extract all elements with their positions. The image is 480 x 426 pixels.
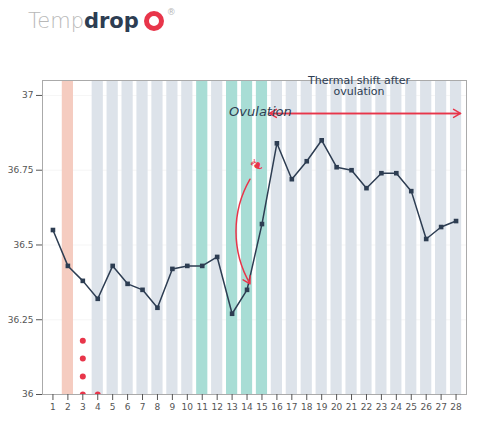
- svg-text:36.5: 36.5: [13, 240, 33, 250]
- svg-text:25: 25: [406, 402, 417, 412]
- svg-text:5: 5: [110, 402, 116, 412]
- svg-text:21: 21: [346, 402, 357, 412]
- svg-text:Thermal shift afterovulation: Thermal shift afterovulation: [307, 74, 411, 98]
- svg-text:13: 13: [226, 402, 237, 412]
- svg-text:2: 2: [65, 402, 71, 412]
- svg-text:10: 10: [182, 402, 194, 412]
- svg-text:14: 14: [241, 402, 253, 412]
- svg-text:4: 4: [95, 402, 101, 412]
- svg-text:36.25: 36.25: [8, 315, 34, 325]
- svg-text:28: 28: [450, 402, 462, 412]
- svg-text:8: 8: [155, 402, 161, 412]
- svg-text:9: 9: [170, 402, 176, 412]
- svg-text:12: 12: [211, 402, 222, 412]
- svg-text:18: 18: [301, 402, 313, 412]
- svg-text:7: 7: [140, 402, 146, 412]
- svg-text:1: 1: [50, 402, 56, 412]
- svg-text:❧: ❧: [245, 152, 269, 178]
- svg-text:20: 20: [331, 402, 343, 412]
- svg-text:37: 37: [22, 90, 33, 100]
- svg-text:36: 36: [22, 389, 34, 399]
- html-text:Temp drop: Temp drop: [28, 9, 139, 33]
- svg-text:3: 3: [80, 402, 86, 412]
- svg-text:Ovulation: Ovulation: [229, 104, 292, 119]
- svg-text:16: 16: [271, 402, 283, 412]
- svg-text:11: 11: [197, 402, 208, 412]
- svg-text:15: 15: [256, 402, 267, 412]
- svg-text:24: 24: [391, 402, 403, 412]
- svg-text:26: 26: [420, 402, 432, 412]
- svg-text:22: 22: [361, 402, 372, 412]
- svg-text:6: 6: [125, 402, 131, 412]
- svg-text:19: 19: [316, 402, 328, 412]
- svg-text:27: 27: [435, 402, 446, 412]
- svg-text:36.75: 36.75: [8, 165, 34, 175]
- svg-text:17: 17: [286, 402, 297, 412]
- svg-text:23: 23: [376, 402, 387, 412]
